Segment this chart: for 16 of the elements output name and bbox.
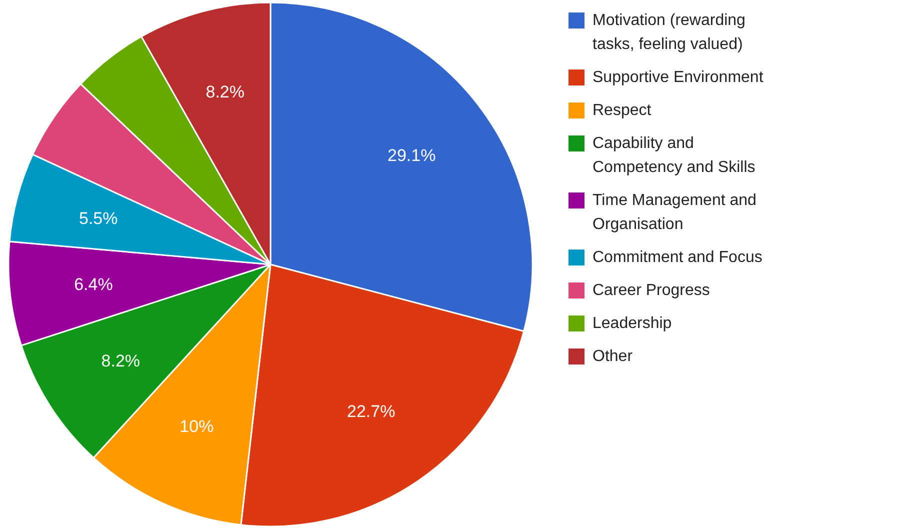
legend-label: Commitment and Focus xyxy=(592,249,762,266)
legend-label: Respect xyxy=(592,102,652,119)
data-label: 8.2% xyxy=(101,351,140,370)
data-label: 5.5% xyxy=(78,209,118,228)
data-label: 10% xyxy=(180,417,214,436)
legend-label: Supportive Environment xyxy=(592,69,764,86)
legend-label: Motivation (rewarding tasks, feeling valued) xyxy=(592,12,746,53)
legend-label: Career Progress xyxy=(592,282,710,299)
data-label: 29.1% xyxy=(388,146,436,166)
data-label: 22.7% xyxy=(347,402,396,422)
data-label: 8.2% xyxy=(206,82,244,102)
legend-label: Capability and Competency and Skills xyxy=(592,135,756,176)
legend-label: Other xyxy=(592,348,634,365)
data-label: 6.4% xyxy=(74,275,113,294)
legend-label: Leadership xyxy=(592,315,672,332)
legend-label: Time Management and Organisation xyxy=(592,192,756,233)
